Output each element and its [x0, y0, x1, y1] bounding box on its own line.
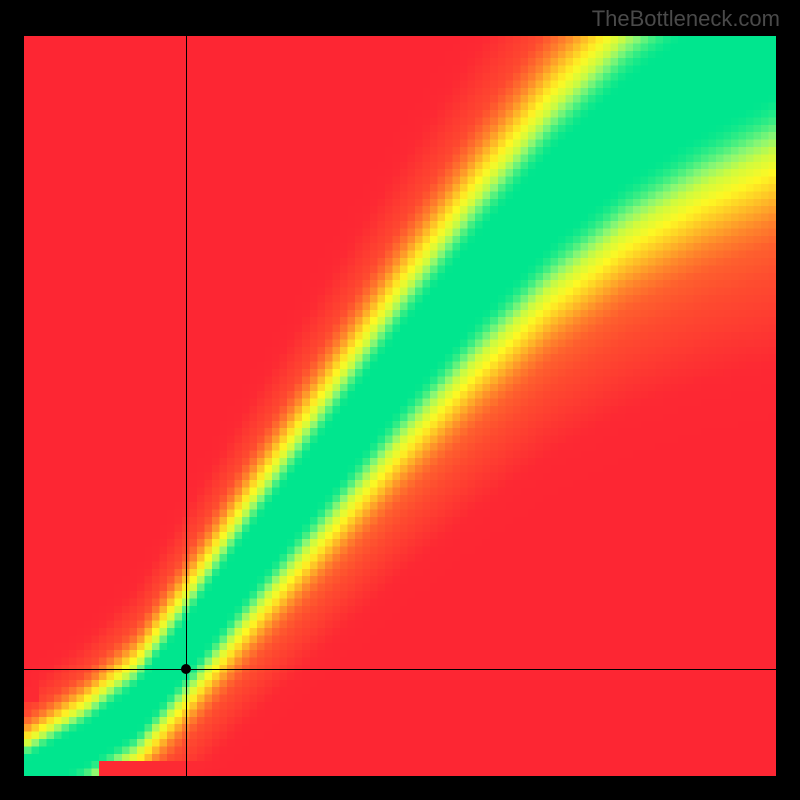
heatmap-plot: [24, 36, 776, 776]
crosshair-marker: [181, 664, 191, 674]
crosshair-horizontal: [24, 669, 776, 670]
watermark-text: TheBottleneck.com: [592, 6, 780, 32]
heatmap-canvas: [24, 36, 776, 776]
